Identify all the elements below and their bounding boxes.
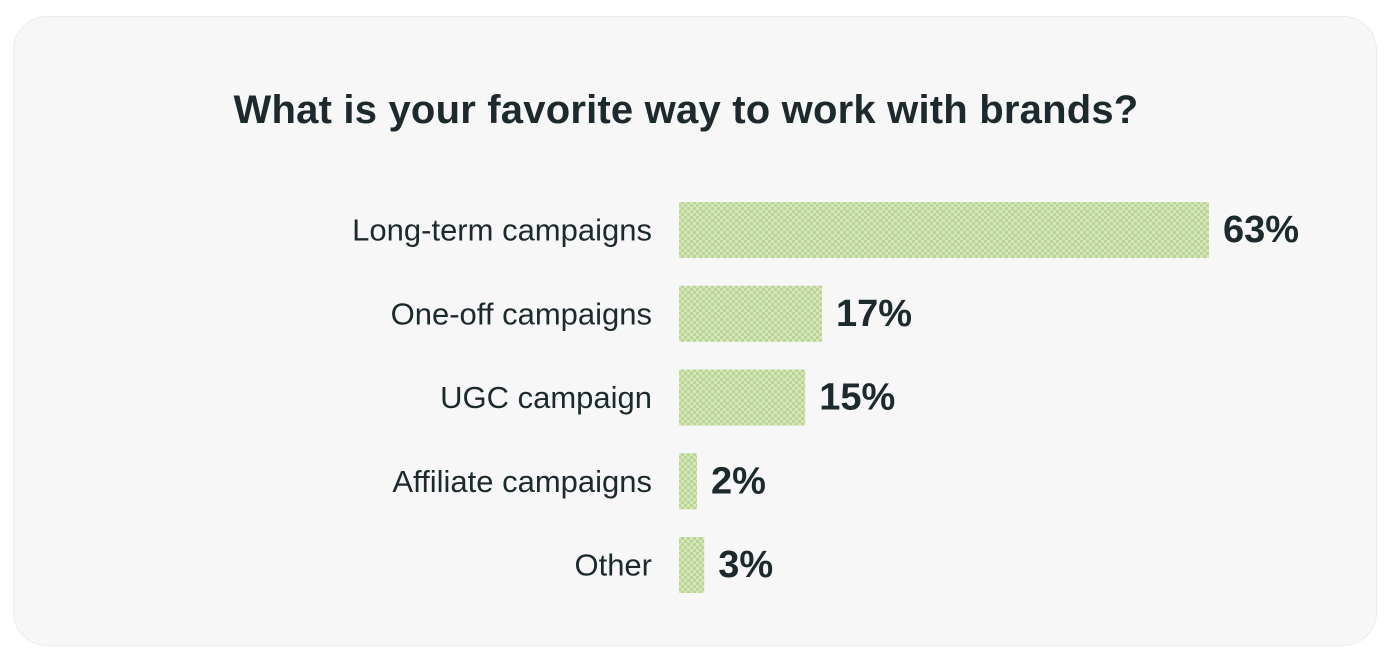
category-label: One-off campaigns — [391, 296, 652, 331]
bar — [679, 369, 806, 426]
chart-title: What is your favorite way to work with b… — [233, 88, 1139, 132]
bars-group: Long-term campaigns 63% One-off campaigns 1… — [352, 202, 1299, 593]
value-label: 3% — [718, 544, 773, 586]
category-label: Other — [574, 548, 652, 583]
category-label: Affiliate campaigns — [392, 464, 652, 499]
value-label: 2% — [711, 460, 766, 502]
category-label: Long-term campaigns — [352, 213, 652, 248]
bar — [679, 285, 823, 342]
bar — [679, 202, 1209, 258]
category-label: UGC campaign — [440, 380, 652, 415]
bar — [679, 453, 697, 510]
bar — [679, 537, 705, 593]
value-label: 17% — [836, 293, 912, 335]
value-label: 63% — [1223, 209, 1299, 251]
value-label: 15% — [819, 377, 895, 419]
